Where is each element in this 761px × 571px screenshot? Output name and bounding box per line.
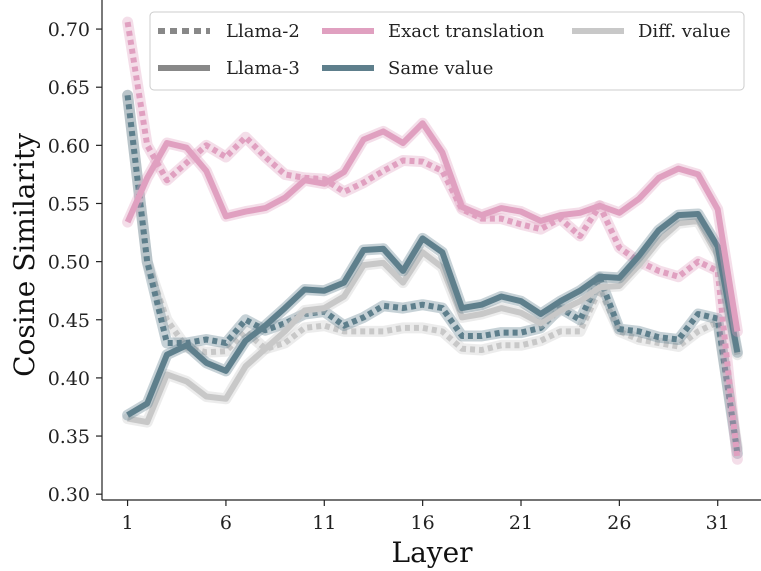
legend-label-diff-value: Diff. value	[638, 21, 731, 42]
ticks: 1 6 11 16 21 26 310.300.350.400.450.500.550.60…	[48, 19, 730, 534]
plot-lines	[122, 16, 743, 465]
y-tick-label: 0.30	[48, 484, 90, 506]
x-tick-label: 16	[411, 512, 435, 534]
y-tick-label: 0.55	[48, 193, 90, 215]
legend-label-llama-3: Llama-3	[226, 58, 300, 79]
y-tick-label: 0.70	[48, 19, 90, 41]
y-tick-label: 0.45	[48, 310, 90, 332]
series-line-llama-2-same-value	[124, 94, 741, 454]
y-tick-label: 0.50	[48, 252, 90, 274]
series-line-llama-2-diff-value	[124, 94, 741, 449]
y-tick-label: 0.60	[48, 135, 90, 157]
x-tick-label: 31	[706, 512, 730, 534]
axes	[101, 0, 761, 501]
y-axis-label: Cosine Similarity	[8, 133, 41, 377]
x-tick-label: 26	[607, 512, 631, 534]
y-tick-label: 0.35	[48, 426, 90, 448]
x-tick-label: 11	[312, 512, 336, 534]
x-tick-label: 1	[122, 512, 134, 534]
series-line-llama-3-same-value	[126, 211, 741, 418]
legend-label-llama-2: Llama-2	[226, 21, 300, 42]
series-line-llama-3-exact-translation	[124, 120, 741, 332]
legend-label-same-value: Same value	[388, 58, 493, 79]
x-tick-label: 6	[220, 512, 232, 534]
y-tick-label: 0.65	[48, 77, 90, 99]
y-tick-label: 0.40	[48, 368, 90, 390]
legend-label-exact-translation: Exact translation	[388, 21, 545, 42]
legend: Llama-2 Llama-3 Exact translation Same valu…	[149, 11, 745, 91]
series-line-llama-2-exact-translation	[124, 21, 741, 460]
x-axis-label: Layer	[391, 536, 473, 569]
x-tick-label: 21	[509, 512, 533, 534]
series-line-llama-3-diff-value	[127, 217, 741, 426]
